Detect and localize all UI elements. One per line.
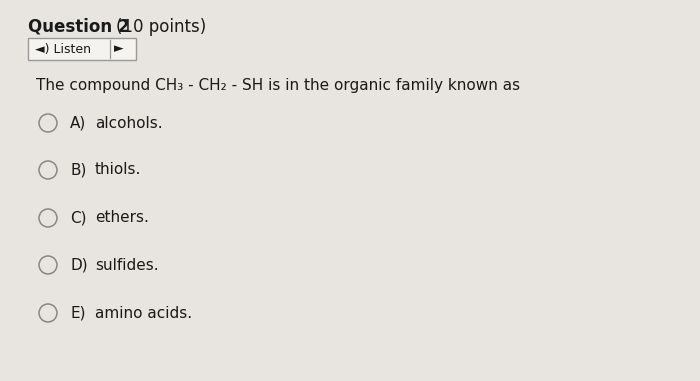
Text: B): B) <box>70 163 86 178</box>
Text: A): A) <box>70 115 86 131</box>
Text: The compound CH₃ - CH₂ - SH is in the organic family known as: The compound CH₃ - CH₂ - SH is in the or… <box>36 78 520 93</box>
Text: alcohols.: alcohols. <box>95 115 162 131</box>
Text: ethers.: ethers. <box>95 210 149 226</box>
Text: ◄︎) Listen: ◄︎) Listen <box>35 43 91 56</box>
Text: D): D) <box>70 258 88 272</box>
Text: ►: ► <box>114 43 124 56</box>
Text: sulfides.: sulfides. <box>95 258 159 272</box>
Text: (10 points): (10 points) <box>116 18 206 36</box>
Text: E): E) <box>70 306 85 320</box>
Text: Question 2: Question 2 <box>28 18 135 36</box>
Text: thiols.: thiols. <box>95 163 141 178</box>
Text: C): C) <box>70 210 87 226</box>
Text: amino acids.: amino acids. <box>95 306 192 320</box>
FancyBboxPatch shape <box>28 38 136 60</box>
